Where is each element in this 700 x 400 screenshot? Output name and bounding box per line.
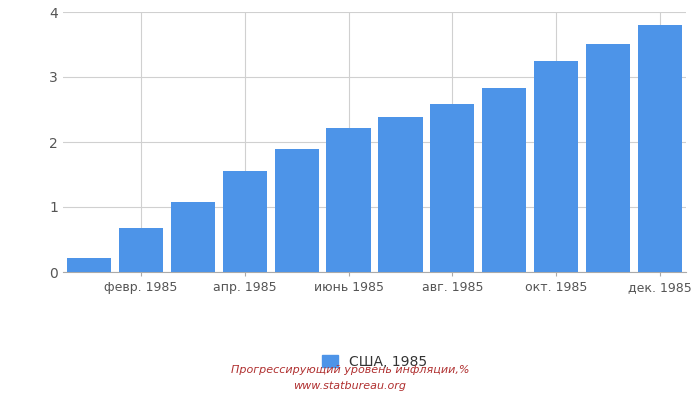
Bar [379, 117, 423, 272]
Text: www.statbureau.org: www.statbureau.org [293, 381, 407, 391]
Bar [326, 128, 370, 272]
Bar [534, 61, 578, 272]
Text: Прогрессирующий уровень инфляции,%: Прогрессирующий уровень инфляции,% [231, 365, 469, 375]
Bar [586, 44, 630, 272]
Legend: США, 1985: США, 1985 [316, 349, 433, 374]
Bar [223, 171, 267, 272]
Bar [67, 258, 111, 272]
Bar [171, 202, 215, 272]
Bar [430, 104, 475, 272]
Bar [274, 148, 319, 272]
Bar [119, 228, 163, 272]
Bar [482, 88, 526, 272]
Bar [638, 25, 682, 272]
